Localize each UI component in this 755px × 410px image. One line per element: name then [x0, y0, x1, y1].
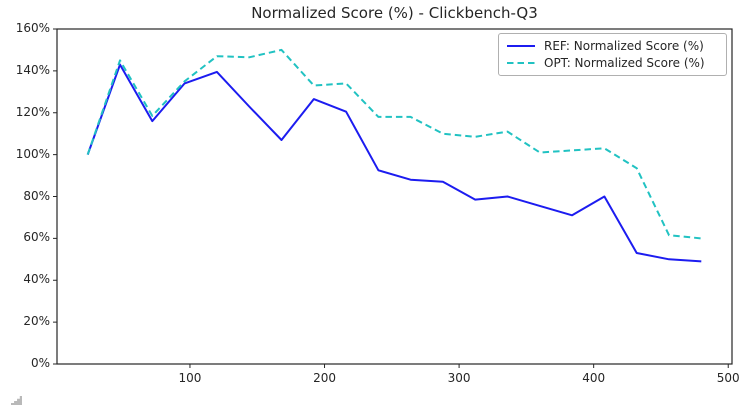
- legend-label-ref: REF: Normalized Score (%): [544, 39, 704, 53]
- legend-line-opt-icon: [507, 62, 535, 64]
- x-tick-label: 400: [582, 371, 606, 385]
- series-line-opt: [86, 48, 702, 240]
- y-tick-label: 100%: [15, 146, 50, 161]
- y-tick-label: 120%: [15, 104, 50, 119]
- x-tick-label: 500: [716, 371, 740, 385]
- x-tick-label: 300: [447, 371, 471, 385]
- x-tick-label: 100: [178, 371, 202, 385]
- legend-line-ref-icon: [507, 45, 535, 47]
- y-tick-label: 160%: [15, 21, 50, 35]
- y-tick-label: 60%: [23, 230, 50, 245]
- y-tick-label: 140%: [15, 62, 50, 77]
- x-tick-label: 200: [313, 371, 336, 385]
- y-tick-label: 80%: [23, 188, 50, 203]
- legend: REF: Normalized Score (%) OPT: Normalize…: [498, 33, 727, 76]
- legend-label-opt: OPT: Normalized Score (%): [544, 56, 705, 70]
- legend-item-opt: OPT: Normalized Score (%): [506, 56, 719, 70]
- y-tick-label: 40%: [23, 272, 50, 287]
- chart-title: Normalized Score (%) - Clickbench-Q3: [251, 4, 538, 22]
- y-tick-label: 0%: [30, 356, 50, 370]
- plot-border: [56, 28, 733, 365]
- legend-item-ref: REF: Normalized Score (%): [506, 39, 719, 53]
- series-line-ref: [86, 63, 702, 263]
- y-tick-label: 20%: [23, 314, 50, 329]
